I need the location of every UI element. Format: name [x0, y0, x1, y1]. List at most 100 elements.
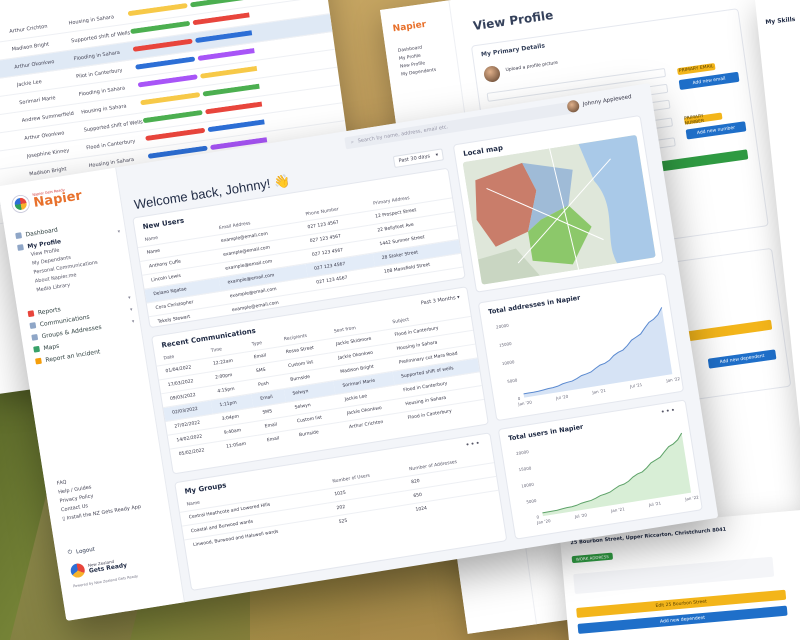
- y-tick-label: 10000: [501, 359, 515, 366]
- tag-pill: [130, 20, 191, 35]
- x-tick-label: Jul '21: [629, 382, 643, 389]
- y-tick-label: 15000: [499, 341, 513, 348]
- search-input[interactable]: Search by name, address, email etc.: [357, 124, 449, 145]
- groups-icon: [31, 333, 39, 341]
- table-cell: Arthur Okonkwo: [13, 58, 55, 71]
- communications-icon: [29, 322, 37, 329]
- gets-ready-logo: New Zealand Gets Ready: [69, 556, 128, 579]
- table-cell: Andrew Summerfield: [21, 110, 75, 124]
- tag-pill: [207, 119, 265, 133]
- tag-pill: [205, 101, 263, 115]
- logo-badge-icon: [11, 194, 30, 213]
- table-cell: Flooding in Sahara: [73, 49, 121, 62]
- table-cell: Housing in Sahara: [68, 13, 115, 27]
- search-icon: ⌕: [350, 139, 355, 146]
- table-cell: Sorimari Marie: [18, 94, 56, 106]
- tag-pill: [195, 30, 253, 44]
- chevron-down-icon: ▾: [129, 306, 134, 314]
- user-menu[interactable]: Johnny Appleseed: [566, 91, 632, 114]
- dashboard-window: Napier Gets Ready Napier Dashboard My Pr…: [0, 83, 719, 621]
- table-cell: Madison Bright: [11, 41, 50, 53]
- upload-label[interactable]: Upload a profile picture: [505, 60, 559, 74]
- tag-pill: [127, 2, 188, 17]
- map-land-south: [478, 248, 540, 285]
- tag-pill: [197, 48, 255, 61]
- tag-pill: [135, 56, 196, 70]
- table-cell: Flooding in Sahara: [78, 84, 126, 98]
- chevron-down-icon: ▾: [131, 318, 135, 325]
- chevron-down-icon: ▾: [127, 294, 132, 302]
- reports-icon: [27, 310, 35, 318]
- x-tick-label: Jan '20: [536, 518, 552, 525]
- dashboard-icon: [15, 232, 23, 240]
- trend-line: [523, 307, 663, 395]
- table-cell: Supported shift of Wells: [83, 118, 144, 133]
- trend-line: [542, 432, 683, 514]
- tag-pill: [137, 74, 198, 88]
- app-logo[interactable]: Napier Gets Ready Napier: [11, 185, 83, 213]
- table-cell: Arthur Okonkwo: [23, 129, 65, 142]
- comms-table: Date Time Type Recipients Sent from Subject 0…: [155, 305, 487, 463]
- table-cell: Pilot in Canterbury: [75, 67, 123, 80]
- profile-icon: [17, 244, 24, 251]
- local-map[interactable]: [462, 134, 656, 285]
- table-cell: Arthur Crichton: [8, 23, 48, 35]
- profile-logo: Napier: [392, 19, 427, 35]
- map-region-blue[interactable]: [517, 155, 581, 232]
- footer-links: FAQ Help / Guides Privacy Policy Contact…: [56, 468, 142, 525]
- maps-icon: [33, 345, 41, 353]
- y-tick-label: 20000: [496, 323, 510, 330]
- map-region-green[interactable]: [525, 202, 597, 270]
- tag-pill: [140, 92, 201, 106]
- tag-pill: [142, 109, 203, 124]
- skills-title: My Skills: [765, 15, 796, 27]
- total-users-card: Total users in Napier ••• 20000 15000 1000…: [497, 399, 703, 540]
- local-map-card: Local map: [452, 114, 664, 293]
- table-cell: Josephine Kinney: [26, 147, 70, 160]
- gets-ready-icon: [69, 562, 86, 579]
- y-tick-label: 0: [536, 514, 540, 519]
- tag-pill: [145, 127, 206, 141]
- total-addresses-card: Total addresses in Napier 20000 15000 1000…: [477, 272, 685, 422]
- y-tick-label: 15000: [518, 465, 532, 472]
- x-tick-label: Jan '21: [591, 388, 607, 395]
- map-roads: [486, 148, 611, 270]
- map-region-red[interactable]: [469, 161, 544, 249]
- warning-icon: [35, 357, 42, 365]
- sidebar-nav: Dashboard My Profile ▾ View Profile My D…: [15, 214, 139, 368]
- table-cell: Housing in Sahara: [80, 102, 127, 116]
- area-fill: [523, 307, 673, 398]
- table-cell: Flood in Canterbury: [85, 137, 136, 151]
- x-tick-label: Jan '20: [517, 399, 533, 406]
- tag-pill: [200, 65, 258, 79]
- map-svg: [462, 134, 656, 285]
- map-sea: [578, 134, 656, 264]
- x-tick-label: Jul '20: [573, 512, 587, 519]
- address-notes: [573, 556, 775, 595]
- area-fill: [542, 433, 692, 517]
- tag-pill: [192, 12, 250, 26]
- table-cell: Jackie Lee: [16, 78, 43, 88]
- add-email-button[interactable]: Add new email: [678, 71, 740, 91]
- tag-pill: [132, 38, 193, 52]
- period-value: Past 30 days: [398, 153, 431, 165]
- avatar: [566, 99, 580, 114]
- primary-email-badge: PRIMARY EMAIL: [676, 62, 716, 76]
- y-tick-label: 5000: [526, 498, 537, 505]
- logout-button[interactable]: ⏻ Logout: [67, 546, 95, 557]
- period-select[interactable]: Past 30 days ▾: [392, 148, 445, 168]
- tag-pill: [202, 83, 260, 97]
- profile-avatar[interactable]: [482, 64, 502, 84]
- y-tick-label: 10000: [521, 482, 535, 489]
- sidebar-item-label: Maps: [42, 342, 60, 352]
- address-tag: WORK ADDRESS: [571, 552, 614, 564]
- primary-number-badge: PRIMARY NUMBER: [684, 112, 723, 126]
- logout-label: Logout: [75, 546, 96, 556]
- y-tick-label: 5000: [507, 377, 518, 384]
- add-dependent-button[interactable]: Add new dependent: [707, 349, 777, 369]
- logout-icon: ⏻: [67, 549, 73, 556]
- y-tick-label: 0: [517, 396, 521, 401]
- page-title: View Profile: [472, 8, 555, 34]
- x-tick-label: Jan '22: [684, 494, 700, 501]
